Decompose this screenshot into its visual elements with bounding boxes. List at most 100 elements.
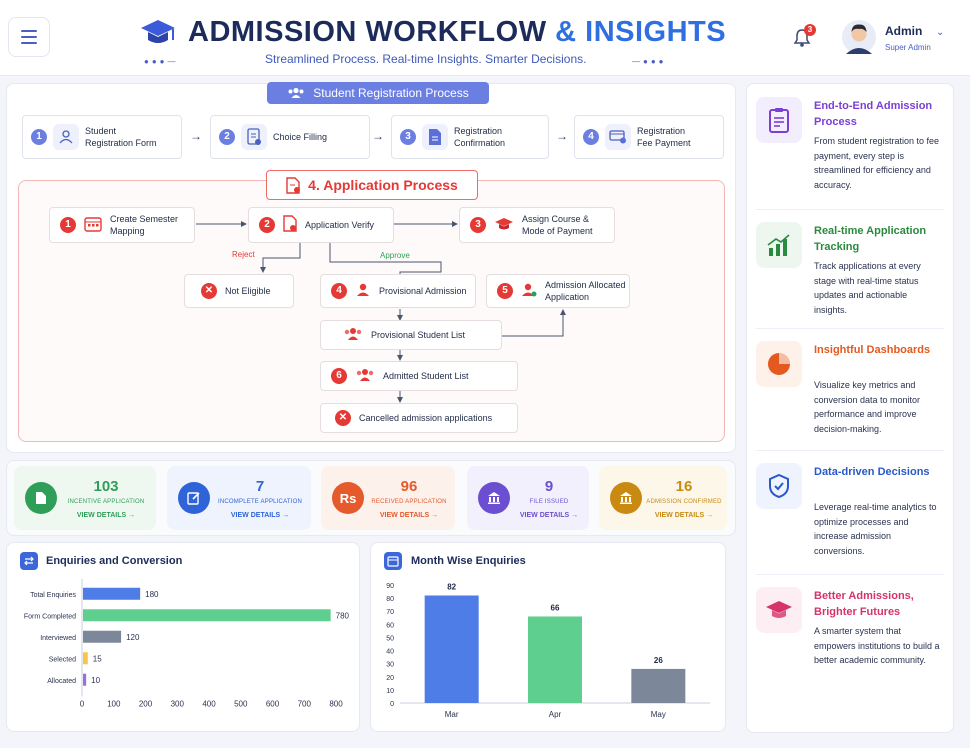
graduation-cap-icon [494,216,514,235]
stat-label: INCOMPLETE APPLICATION [218,498,302,505]
app-node-semester-mapping[interactable]: 1 Create Semester Mapping [49,207,195,243]
stat-card[interactable]: Rs 96 RECEIVED APPLICATION VIEW DETAILS → [321,466,455,530]
month-chart-title: Month Wise Enquiries [411,555,526,567]
view-details-link[interactable]: VIEW DETAILS → [379,511,439,519]
stat-label: FILE ISSUED [529,498,569,505]
app-node-application-verify[interactable]: 2 Application Verify [248,207,394,243]
edit-icon [178,482,210,514]
step-number: 1 [60,217,76,233]
document-alert-icon [286,176,301,194]
app-node-admitted-list[interactable]: 6 Admitted Student List [320,361,518,391]
app-node-assign-course[interactable]: 3 Assign Course & Mode of Payment [459,207,615,243]
month-bar-chart: 0 10 20 30 40 50 60 70 80 90 82 Mar 66 Apr 26 May [386,582,710,719]
application-section-title: 4. Application Process [266,170,478,200]
shield-check-icon [756,463,802,509]
stat-value: 7 [255,477,265,495]
step-number: 3 [470,217,486,233]
y-tick-label: 70 [386,609,394,616]
registration-section-title: Student Registration Process [267,82,489,104]
app-node-admission-allocated[interactable]: 5 Admission Allocated Application [486,274,630,308]
value-label: 26 [654,656,663,665]
step-number: 2 [219,129,235,145]
category-label: May [651,710,666,719]
bar-growth-icon [756,222,802,268]
stat-card[interactable]: 7 INCOMPLETE APPLICATION VIEW DETAILS → [167,466,311,530]
node-label: Provisional Student List [371,330,466,340]
y-tick-label: 80 [386,596,394,603]
divider [756,450,944,451]
x-tick-label: 100 [107,700,121,709]
node-label: Application Verify [305,220,375,230]
swap-icon [20,552,38,570]
user-avatar[interactable] [842,18,876,56]
registration-step-1[interactable]: 1 Student Registration Form [22,115,182,159]
approve-label: Approve [380,251,410,260]
feature-title: End-to-End Admission Process [814,100,933,128]
y-tick-label: 10 [386,688,394,695]
flow-connectors [196,221,566,403]
stat-label: ADMISSION CONFIRMED [646,498,722,505]
y-tick-label: 20 [386,675,394,682]
enquiries-bar-chart: Total Enquiries 180 Form Completed 780 Inter… [24,579,350,709]
value-label: 66 [551,603,560,612]
registration-step-2[interactable]: 2 Choice Filling [210,115,370,159]
x-tick-label: 0 [80,700,85,709]
stat-card[interactable]: 16 ADMISSION CONFIRMED VIEW DETAILS → [599,466,727,530]
app-node-cancelled[interactable]: ✕ Cancelled admission applications [320,403,518,433]
view-details-link[interactable]: VIEW DETAILS → [230,511,290,519]
step-label: Student Registration Form [85,126,157,148]
rupee-icon: Rs [332,482,364,514]
divider [756,328,944,329]
bar [83,652,88,665]
calendar-icon [84,216,102,235]
category-label: Apr [549,710,562,719]
feature-title: Data-driven Decisions [814,466,930,478]
page-title: ADMISSION WORKFLOW & INSIGHTS [188,16,727,48]
stat-label: RECEIVED APPLICATION [371,498,447,505]
app-node-provisional-admission[interactable]: 4 Provisional Admission [320,274,476,308]
view-details-link[interactable]: VIEW DETAILS → [654,511,714,519]
step-label: Choice Filling [273,132,328,142]
arrow-right-icon: → [190,129,202,143]
step-label: Registration Fee Payment [637,126,691,148]
registration-step-4[interactable]: 4 Registration Fee Payment [574,115,724,159]
node-label: Cancelled admission applications [359,413,493,423]
x-tick-label: 300 [171,700,185,709]
x-circle-icon: ✕ [335,410,351,426]
calendar-icon [384,552,402,570]
value-label: 82 [447,582,456,591]
notification-badge: 3 [804,24,816,36]
user-name[interactable]: Admin [885,24,923,38]
stat-card[interactable]: 103 INCENTIVE APPLICATION VIEW DETAILS → [14,466,156,530]
x-tick-label: 500 [234,700,248,709]
users-group-icon [288,87,304,98]
y-tick-label: 60 [386,622,394,629]
view-details-link[interactable]: VIEW DETAILS → [519,511,579,519]
y-tick-label: 50 [386,635,394,642]
bar [631,668,686,703]
app-node-not-eligible[interactable]: ✕ Not Eligible [184,274,294,308]
chevron-down-icon[interactable]: ⌄ [936,27,945,38]
step-number: 3 [400,129,416,145]
divider [756,574,944,575]
node-label: Admission Allocated Application [545,280,626,302]
bar [83,587,141,600]
stat-card[interactable]: 9 FILE ISSUED VIEW DETAILS → [467,466,589,530]
bank-icon [610,482,642,514]
node-label: Assign Course & Mode of Payment [522,214,593,236]
arrow-right-icon: → [556,129,568,143]
document-check-icon [283,215,297,235]
step-label: Registration Confirmation [454,126,506,148]
y-tick-label: 0 [390,701,394,708]
feature-description: From student registration to fee payment… [814,136,940,190]
x-tick-label: 600 [266,700,280,709]
view-details-link[interactable]: VIEW DETAILS → [76,511,136,519]
step-number: 1 [31,129,47,145]
value-label: 10 [91,676,100,685]
app-node-provisional-list[interactable]: Provisional Student List [320,320,502,350]
feature-title: Better Admissions, Brighter Futures [814,590,914,618]
clipboard-icon [756,97,802,143]
card-payment-icon [605,124,631,150]
hamburger-menu-button[interactable] [8,17,50,57]
registration-step-3[interactable]: 3 Registration Confirmation [391,115,549,159]
